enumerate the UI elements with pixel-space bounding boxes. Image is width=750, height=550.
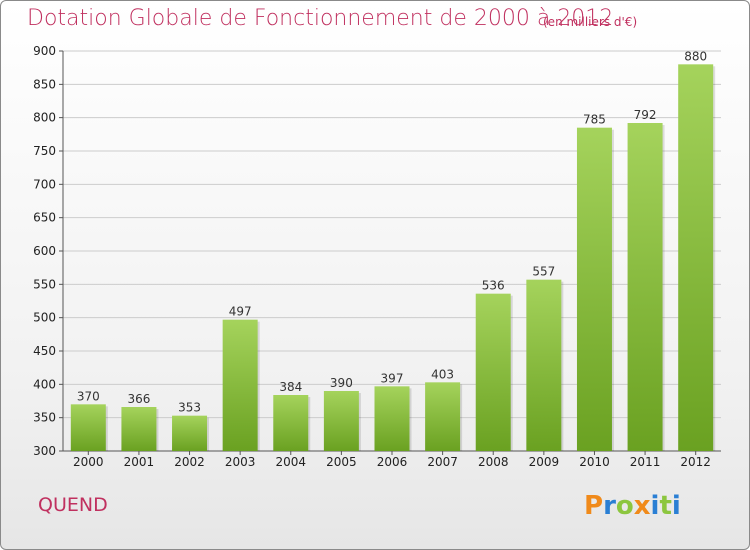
y-tick-label: 600 <box>33 244 56 258</box>
bar-2011 <box>627 123 663 451</box>
logo-letter: i <box>671 491 681 521</box>
data-labels: 370 366 353 497 384 390 397 403 536 557 785 792 880 <box>77 49 707 414</box>
y-tick-label: 750 <box>33 144 56 158</box>
logo-letter: x <box>633 491 651 521</box>
y-tick-label: 300 <box>33 444 56 458</box>
data-label: 497 <box>229 305 252 319</box>
y-tick-label: 800 <box>33 111 56 125</box>
logo-letter: t <box>659 491 672 521</box>
x-tick-label: 2006 <box>377 455 408 469</box>
bar-2012 <box>678 64 714 452</box>
x-tick-label: 2007 <box>427 455 458 469</box>
y-tick-label: 350 <box>33 411 56 425</box>
bar-2003 <box>222 319 258 451</box>
y-tick-label: 500 <box>33 311 56 325</box>
bar-2005 <box>323 391 359 451</box>
logo-letter: o <box>615 491 634 521</box>
x-tick-label: 2002 <box>174 455 205 469</box>
logo-letter: r <box>603 491 616 521</box>
logo-letter: i <box>650 491 660 521</box>
x-tick-label: 2001 <box>124 455 155 469</box>
data-label: 403 <box>431 367 454 381</box>
x-tick-label: 2010 <box>579 455 610 469</box>
x-tick-label: 2003 <box>225 455 256 469</box>
chart-subtitle: (en milliers d'€) <box>543 15 638 29</box>
bar-2010 <box>576 127 612 452</box>
bar-2007 <box>425 382 461 451</box>
bar-2006 <box>374 386 410 451</box>
y-tick-label: 900 <box>33 44 56 58</box>
data-label: 557 <box>532 265 555 279</box>
x-tick-label: 2011 <box>630 455 661 469</box>
logo-letter: P <box>584 491 604 521</box>
x-tick-label: 2008 <box>478 455 509 469</box>
data-label: 880 <box>684 49 707 63</box>
x-tick-label: 2009 <box>529 455 560 469</box>
bar-2002 <box>172 415 208 451</box>
bar-2009 <box>526 279 562 451</box>
proxiti-logo: Proxiti <box>584 491 681 521</box>
data-label: 397 <box>381 371 404 385</box>
bar-2000 <box>70 404 106 451</box>
bar-2004 <box>273 395 309 451</box>
chart-title: Dotation Globale de Fonctionnement de 20… <box>27 6 614 31</box>
data-label: 353 <box>178 401 201 415</box>
data-label: 366 <box>127 392 150 406</box>
y-tick-label: 650 <box>33 211 56 225</box>
data-label: 390 <box>330 376 353 390</box>
bar-2001 <box>121 407 157 451</box>
axes: 300 350 400 450 500 550 600 650 700 750 800 850 900 2… <box>33 44 721 469</box>
data-label: 370 <box>77 389 100 403</box>
data-label: 536 <box>482 279 505 293</box>
bars <box>70 64 716 452</box>
y-tick-label: 700 <box>33 177 56 191</box>
commune-name: QUEND <box>38 494 108 516</box>
y-tick-label: 400 <box>33 377 56 391</box>
x-tick-label: 2005 <box>326 455 357 469</box>
x-tick-label: 2004 <box>275 455 306 469</box>
x-tick-label: 2012 <box>680 455 711 469</box>
data-label: 792 <box>634 108 657 122</box>
y-tick-label: 850 <box>33 77 56 91</box>
data-label: 384 <box>279 380 302 394</box>
data-label: 785 <box>583 113 606 127</box>
bar-2008 <box>475 293 511 451</box>
x-tick-label: 2000 <box>73 455 104 469</box>
y-tick-label: 450 <box>33 344 56 358</box>
y-tick-label: 550 <box>33 277 56 291</box>
